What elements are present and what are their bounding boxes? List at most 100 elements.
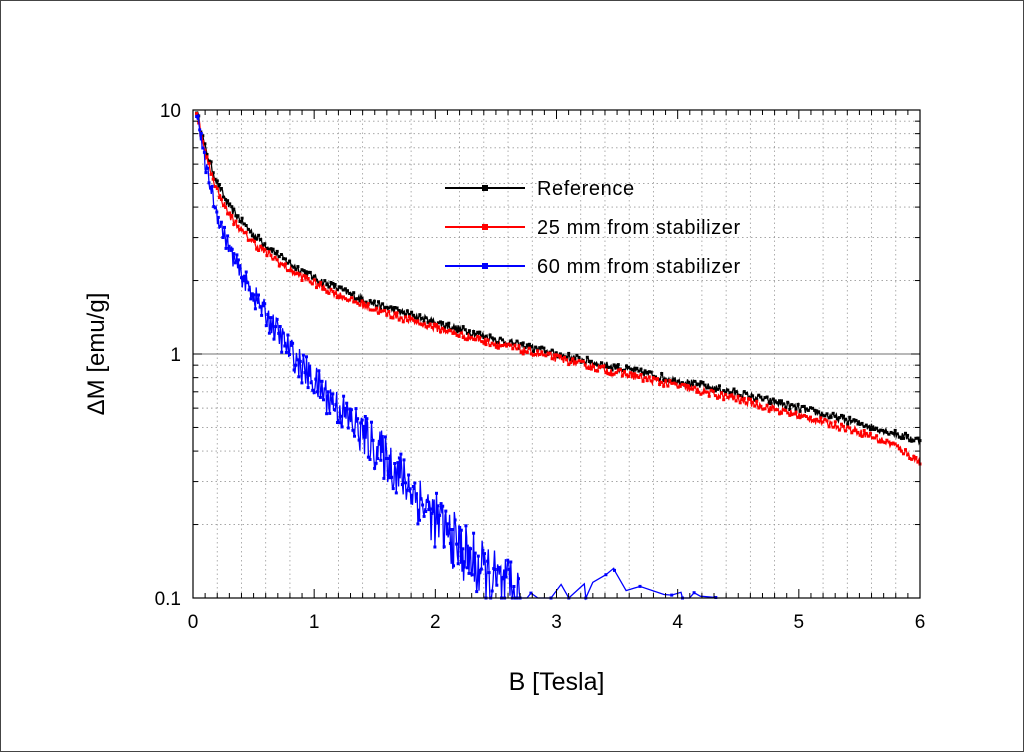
data-point [318, 395, 322, 399]
data-point [899, 449, 903, 453]
data-point [885, 438, 889, 442]
data-point [844, 429, 848, 433]
data-point [496, 341, 500, 345]
data-point [565, 358, 569, 362]
data-point [286, 261, 290, 265]
data-point [451, 331, 455, 335]
data-point [348, 298, 352, 302]
data-point [885, 430, 889, 434]
data-point [577, 355, 581, 359]
data-point [635, 374, 639, 378]
data-point [509, 343, 513, 347]
data-point [323, 279, 327, 283]
data-point [243, 274, 247, 278]
data-point [242, 222, 246, 226]
data-point [767, 409, 771, 413]
data-point [455, 333, 459, 337]
data-point [705, 390, 709, 394]
data-point [271, 257, 275, 261]
tick-layer: 0 1 2 3 4 5 6 0.1 1 10 [155, 101, 926, 633]
data-point [687, 384, 690, 388]
data-point [349, 408, 353, 412]
data-point [469, 547, 472, 551]
data-point [513, 343, 517, 347]
data-point [224, 205, 228, 209]
data-point [482, 336, 486, 340]
data-point [397, 456, 401, 460]
data-point [236, 214, 240, 218]
data-point [660, 380, 664, 384]
data-point [692, 591, 696, 595]
data-point [213, 185, 217, 189]
data-point [585, 366, 589, 370]
data-point [643, 369, 647, 373]
data-point [883, 430, 887, 434]
data-point [218, 224, 222, 228]
data-point [418, 518, 421, 522]
data-point [856, 422, 860, 426]
data-point [383, 306, 387, 310]
data-point [298, 359, 302, 363]
data-point [538, 352, 542, 356]
data-point [211, 171, 215, 175]
data-point [501, 338, 504, 342]
data-point [201, 134, 205, 138]
data-point [279, 262, 283, 266]
data-point [230, 247, 234, 251]
data-point [246, 238, 250, 242]
data-point [205, 155, 209, 159]
data-point [281, 257, 285, 261]
data-point [465, 331, 469, 335]
data-point [506, 558, 510, 562]
data-point [320, 379, 324, 383]
data-point [260, 313, 264, 317]
data-point [219, 220, 223, 224]
data-point [891, 431, 895, 435]
data-point [804, 415, 808, 418]
data-point [457, 329, 461, 333]
data-point [252, 293, 256, 297]
data-point [496, 346, 500, 350]
legend-item: 60 mm from stabilizer [445, 256, 740, 278]
data-point [210, 184, 214, 188]
data-point [540, 350, 544, 354]
data-point [720, 391, 724, 395]
data-point [871, 427, 874, 431]
data-point [216, 215, 220, 219]
data-point [269, 253, 273, 257]
data-point [234, 219, 238, 223]
data-point [755, 399, 759, 403]
data-point [480, 334, 484, 338]
data-point [470, 573, 474, 577]
data-point [290, 269, 294, 273]
data-point [244, 270, 248, 274]
data-point [897, 435, 901, 439]
data-point [484, 343, 488, 347]
data-point [412, 313, 416, 317]
data-point [877, 429, 881, 433]
data-point [726, 395, 730, 399]
data-point [796, 402, 800, 406]
data-point [428, 507, 432, 511]
data-point [476, 334, 480, 338]
data-point [226, 199, 230, 203]
data-point [370, 308, 374, 312]
y-tick-label: 10 [160, 101, 181, 122]
data-point [672, 381, 676, 385]
data-point [257, 233, 261, 237]
data-point [540, 345, 544, 349]
data-point [327, 285, 331, 289]
data-point [495, 583, 499, 587]
data-point [908, 457, 912, 460]
data-point [253, 307, 257, 311]
data-point [272, 337, 276, 341]
data-point [233, 261, 237, 265]
data-point [376, 457, 380, 461]
data-point [294, 272, 298, 276]
data-point [567, 351, 571, 355]
data-point [817, 419, 821, 423]
data-point [821, 420, 825, 424]
data-point [806, 408, 810, 412]
data-point [246, 281, 250, 285]
x-tick-label: 6 [915, 612, 926, 633]
